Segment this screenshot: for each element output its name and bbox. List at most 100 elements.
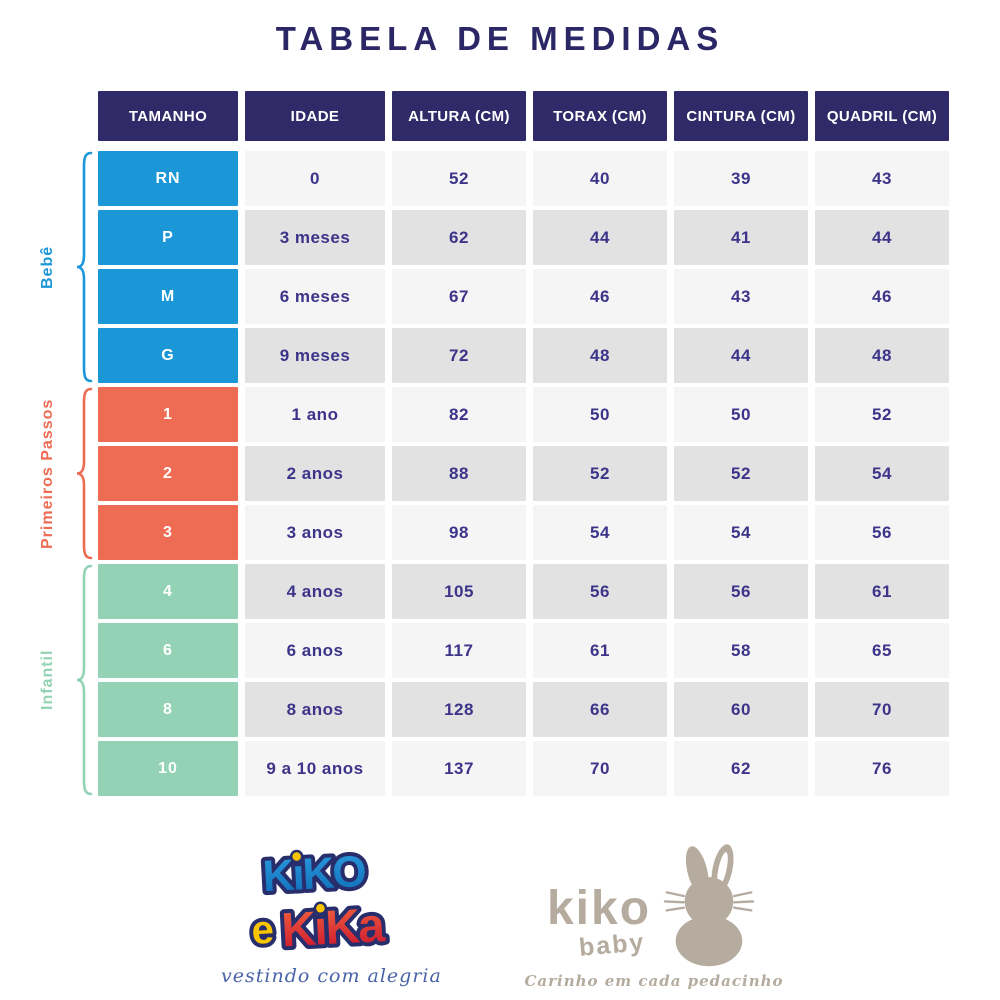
size-cell: G (98, 328, 238, 383)
logo-word-kiko: KiKO (262, 847, 367, 901)
data-cell: 44 (533, 210, 667, 265)
data-cell: 58 (674, 623, 808, 678)
kiko-e-kika-tagline: vestindo com alegria (221, 965, 442, 987)
i-dot-yellow (314, 901, 328, 916)
data-cell: 43 (815, 151, 949, 206)
data-cell: 43 (674, 269, 808, 324)
size-cell: 6 (98, 623, 238, 678)
logo-word-e: e (251, 908, 276, 953)
data-cell: 44 (815, 210, 949, 265)
logo-word-kika: KiKa (281, 899, 387, 957)
data-cell: 98 (392, 505, 526, 560)
column-header: ALTURA (CM) (392, 91, 526, 141)
table-body: Bebê RN 0 52 40 39 43 P 3 meses 62 44 41 44 M 6 meses 6… (39, 151, 950, 796)
data-cell: 70 (533, 741, 667, 796)
size-cell: P (98, 210, 238, 265)
size-cell: RN (98, 151, 238, 206)
data-cell: 46 (533, 269, 667, 324)
i-dot-yellow (290, 849, 304, 864)
data-cell: 48 (533, 328, 667, 383)
data-cell: 52 (392, 151, 526, 206)
size-cell: 10 (98, 741, 238, 796)
data-cell: 52 (815, 387, 949, 442)
data-cell: 54 (815, 446, 949, 501)
brand-logos: KiKO e KiKa vestindo com alegria kiko ba… (0, 842, 1000, 990)
data-cell: 67 (392, 269, 526, 324)
data-cell: 6 anos (245, 623, 385, 678)
group-bracket (76, 564, 93, 796)
data-cell: 39 (674, 151, 808, 206)
size-group: Bebê RN 0 52 40 39 43 P 3 meses 62 44 41 44 M 6 meses 6… (39, 151, 950, 383)
data-cell: 8 anos (245, 682, 385, 737)
table-header-row: TAMANHO IDADE ALTURA (CM) TORAX (CM) CINTURA… (98, 91, 950, 141)
size-group: Infantil 4 4 anos 105 56 56 61 6 6 anos 117 61 58 65… (39, 564, 950, 796)
data-cell: 56 (533, 564, 667, 619)
group-bracket (76, 151, 93, 383)
column-header: QUADRIL (CM) (815, 91, 949, 141)
group-bracket (76, 387, 93, 560)
group-label: Primeiros Passos (39, 398, 56, 549)
data-cell: 50 (533, 387, 667, 442)
data-cell: 128 (392, 682, 526, 737)
data-cell: 48 (815, 328, 949, 383)
size-cell: 4 (98, 564, 238, 619)
table-row: RN 0 52 40 39 43 (98, 151, 950, 206)
data-cell: 1 ano (245, 387, 385, 442)
data-cell: 6 meses (245, 269, 385, 324)
data-cell: 65 (815, 623, 949, 678)
column-header: TORAX (CM) (533, 91, 667, 141)
data-cell: 9 meses (245, 328, 385, 383)
data-cell: 56 (815, 505, 949, 560)
data-cell: 54 (533, 505, 667, 560)
kiko-e-kika-logo: KiKO e KiKa vestindo com alegria (216, 842, 446, 987)
data-cell: 60 (674, 682, 808, 737)
column-header: IDADE (245, 91, 385, 141)
size-cell: 8 (98, 682, 238, 737)
page-title: TABELA DE MEDIDAS (275, 20, 725, 57)
data-cell: 54 (674, 505, 808, 560)
data-cell: 52 (533, 446, 667, 501)
data-cell: 41 (674, 210, 808, 265)
data-cell: 61 (815, 564, 949, 619)
data-cell: 88 (392, 446, 526, 501)
data-cell: 82 (392, 387, 526, 442)
size-group: Primeiros Passos 1 1 ano 82 50 50 52 2 2 anos 88 5… (39, 387, 950, 560)
measurements-table: TAMANHO IDADE ALTURA (CM) TORAX (CM) CINTURA… (39, 91, 950, 796)
data-cell: 40 (533, 151, 667, 206)
data-cell: 76 (815, 741, 949, 796)
data-cell: 62 (392, 210, 526, 265)
data-cell: 105 (392, 564, 526, 619)
data-cell: 46 (815, 269, 949, 324)
size-cell: 2 (98, 446, 238, 501)
data-cell: 52 (674, 446, 808, 501)
size-cell: M (98, 269, 238, 324)
data-cell: 0 (245, 151, 385, 206)
data-cell: 9 a 10 anos (245, 741, 385, 796)
kiko-e-kika-wordmark: KiKO e KiKa (247, 843, 391, 961)
data-cell: 72 (392, 328, 526, 383)
column-header: CINTURA (CM) (674, 91, 808, 141)
data-cell: 137 (392, 741, 526, 796)
data-cell: 62 (674, 741, 808, 796)
kiko-baby-tagline: Carinho em cada pedacinho (524, 972, 784, 990)
data-cell: 3 meses (245, 210, 385, 265)
data-cell: 66 (533, 682, 667, 737)
table-row: 10 9 a 10 anos 137 70 62 76 (98, 741, 950, 796)
column-header: TAMANHO (98, 91, 238, 141)
kiko-baby-logo: kiko baby (524, 842, 783, 990)
data-cell: 117 (392, 623, 526, 678)
data-cell: 4 anos (245, 564, 385, 619)
data-cell: 3 anos (245, 505, 385, 560)
data-cell: 56 (674, 564, 808, 619)
kiko-baby-name: kiko (546, 882, 652, 935)
group-label: Infantil (39, 649, 56, 711)
